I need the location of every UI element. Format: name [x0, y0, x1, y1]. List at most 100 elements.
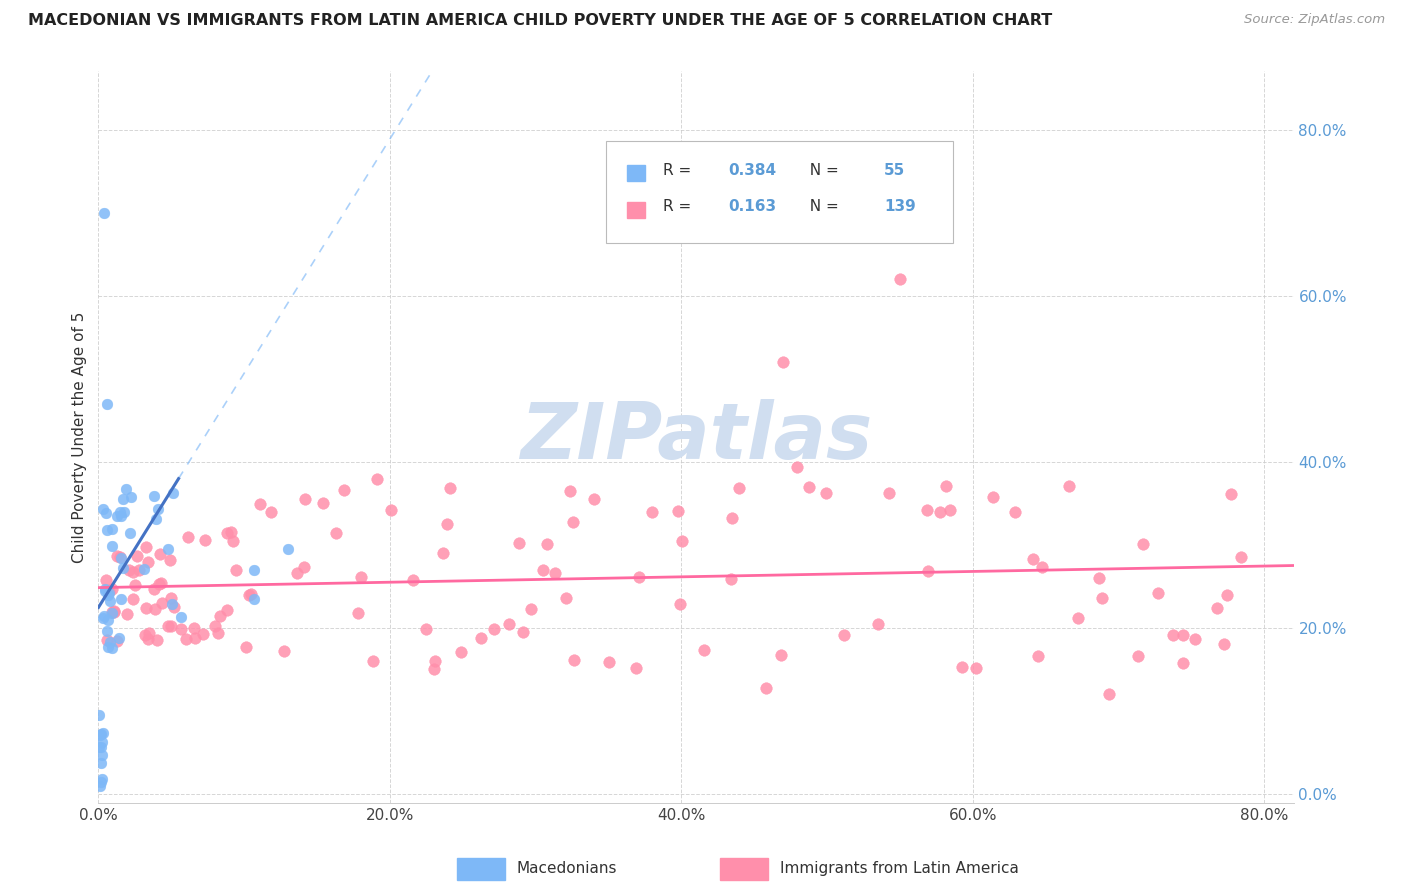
Point: [170, 622, 193, 636]
Point: [97, 586, 120, 600]
Point: [204, 619, 226, 633]
Point: [135, 540, 157, 554]
Point: [149, 576, 172, 591]
Point: [87, 740, 110, 755]
Point: [225, 563, 247, 577]
Point: [259, 506, 281, 520]
Point: [105, 549, 128, 563]
Point: [1206, 601, 1229, 615]
Point: [222, 534, 245, 549]
Point: [1057, 479, 1080, 493]
Point: [207, 625, 229, 640]
Point: [641, 505, 664, 519]
Point: [666, 503, 689, 517]
Point: [671, 533, 693, 548]
Point: [97, 640, 120, 654]
Point: [422, 662, 444, 676]
Point: [101, 606, 124, 620]
Bar: [627, 202, 645, 218]
Point: [191, 627, 214, 641]
Text: N =: N =: [800, 199, 844, 214]
Point: [1091, 591, 1114, 605]
Point: [950, 660, 973, 674]
Point: [292, 559, 315, 574]
Point: [148, 502, 170, 516]
Point: [536, 537, 558, 551]
Point: [217, 603, 239, 617]
Point: [110, 508, 132, 523]
Point: [242, 591, 264, 606]
Point: [136, 632, 159, 647]
Point: [1022, 551, 1045, 566]
Point: [94, 574, 117, 588]
Point: [115, 607, 138, 621]
Point: [770, 648, 793, 662]
Point: [626, 661, 648, 675]
Point: [285, 566, 308, 580]
Point: [142, 489, 165, 503]
Point: [145, 602, 167, 616]
Point: [97, 613, 120, 627]
Point: [1161, 628, 1184, 642]
Point: [436, 516, 458, 531]
Point: [98, 594, 121, 608]
Point: [112, 561, 135, 575]
Point: [142, 582, 165, 597]
Point: [1066, 610, 1088, 624]
Point: [1173, 656, 1195, 670]
Point: [146, 632, 169, 647]
Point: [1173, 628, 1195, 642]
Point: [94, 506, 117, 520]
Point: [627, 570, 650, 584]
Point: [174, 632, 197, 646]
Point: [108, 505, 131, 519]
Bar: [720, 858, 768, 880]
Point: [101, 522, 124, 536]
Text: 0.163: 0.163: [728, 199, 778, 214]
Point: [1215, 588, 1237, 602]
Point: [380, 503, 402, 517]
Point: [101, 582, 124, 596]
Point: [1132, 537, 1154, 551]
Text: R =: R =: [664, 162, 696, 178]
Point: [125, 549, 148, 563]
Point: [150, 596, 173, 610]
Point: [90, 775, 112, 789]
Point: [249, 497, 271, 511]
Point: [498, 617, 520, 632]
Point: [965, 661, 987, 675]
Text: Immigrants from Latin America: Immigrants from Latin America: [779, 861, 1018, 876]
Y-axis label: Child Poverty Under the Age of 5: Child Poverty Under the Age of 5: [72, 311, 87, 563]
Point: [90, 727, 112, 741]
Point: [93, 502, 115, 516]
Point: [94, 582, 117, 596]
Point: [598, 656, 620, 670]
Point: [107, 509, 129, 524]
Point: [981, 490, 1004, 504]
Point: [124, 578, 146, 592]
Point: [415, 622, 437, 636]
Point: [361, 654, 384, 668]
Point: [512, 625, 534, 640]
Point: [325, 525, 347, 540]
Point: [148, 577, 170, 591]
Point: [333, 483, 356, 498]
Point: [149, 547, 172, 561]
Point: [157, 542, 180, 557]
Point: [1026, 648, 1049, 663]
Point: [110, 551, 132, 566]
Point: [917, 564, 939, 578]
Point: [693, 643, 716, 657]
Bar: [457, 858, 505, 880]
Point: [866, 617, 889, 632]
Point: [877, 486, 900, 500]
Point: [727, 481, 749, 495]
Point: [797, 480, 820, 494]
Point: [101, 540, 124, 554]
Point: [1031, 560, 1053, 574]
Point: [402, 573, 425, 587]
Point: [243, 563, 266, 577]
Point: [118, 525, 141, 540]
Point: [160, 591, 183, 605]
Point: [128, 563, 150, 577]
